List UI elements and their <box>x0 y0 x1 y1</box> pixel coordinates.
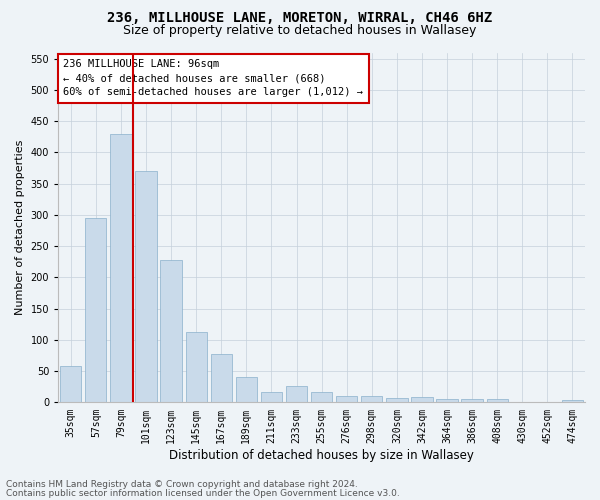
X-axis label: Distribution of detached houses by size in Wallasey: Distribution of detached houses by size … <box>169 450 474 462</box>
Bar <box>185 332 207 402</box>
Y-axis label: Number of detached properties: Number of detached properties <box>15 140 25 315</box>
Bar <box>562 400 583 402</box>
Bar <box>461 400 483 402</box>
Bar <box>211 354 232 403</box>
Text: 236 MILLHOUSE LANE: 96sqm
← 40% of detached houses are smaller (668)
60% of semi: 236 MILLHOUSE LANE: 96sqm ← 40% of detac… <box>64 60 364 98</box>
Bar <box>60 366 82 403</box>
Bar <box>286 386 307 402</box>
Bar <box>411 398 433 402</box>
Text: 236, MILLHOUSE LANE, MORETON, WIRRAL, CH46 6HZ: 236, MILLHOUSE LANE, MORETON, WIRRAL, CH… <box>107 11 493 25</box>
Bar <box>311 392 332 402</box>
Bar <box>160 260 182 402</box>
Bar <box>236 378 257 402</box>
Bar <box>261 392 282 402</box>
Bar <box>136 171 157 402</box>
Text: Contains HM Land Registry data © Crown copyright and database right 2024.: Contains HM Land Registry data © Crown c… <box>6 480 358 489</box>
Bar <box>487 400 508 402</box>
Text: Contains public sector information licensed under the Open Government Licence v3: Contains public sector information licen… <box>6 489 400 498</box>
Bar <box>336 396 358 402</box>
Bar <box>386 398 407 402</box>
Bar <box>110 134 131 402</box>
Bar <box>361 396 382 402</box>
Text: Size of property relative to detached houses in Wallasey: Size of property relative to detached ho… <box>124 24 476 37</box>
Bar <box>436 400 458 402</box>
Bar <box>85 218 106 402</box>
